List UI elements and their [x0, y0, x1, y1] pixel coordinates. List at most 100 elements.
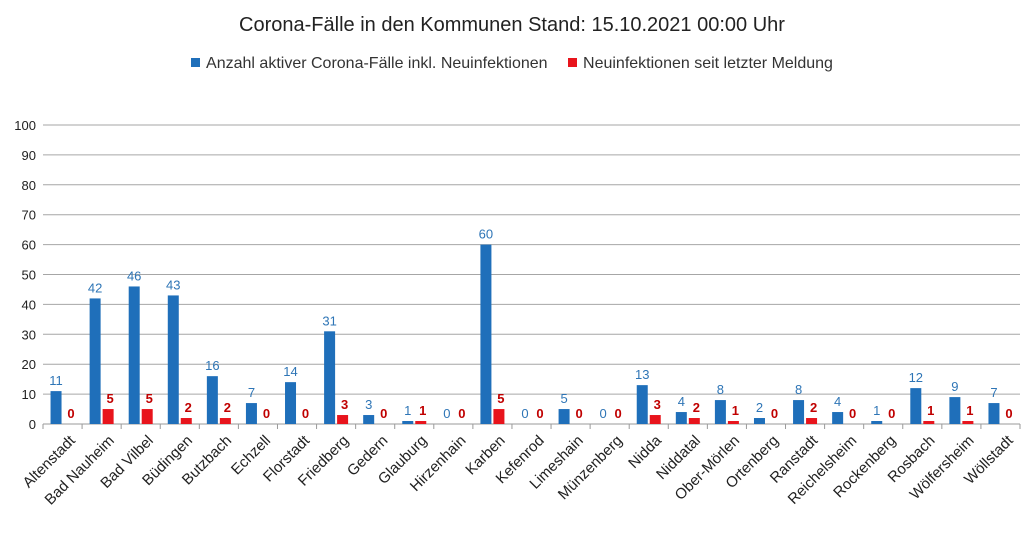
data-label-active: 1 — [404, 403, 411, 418]
bar-new — [727, 421, 739, 424]
data-label-new: 1 — [966, 403, 973, 418]
bar-active — [558, 409, 570, 424]
legend-swatch-active — [191, 58, 201, 67]
data-label-active: 60 — [479, 227, 493, 242]
y-tick-label: 70 — [22, 208, 36, 223]
y-tick-label: 10 — [22, 387, 36, 402]
bar-active — [89, 298, 101, 424]
data-label-new: 0 — [536, 406, 543, 421]
data-label-new: 0 — [1005, 406, 1012, 421]
data-label-active: 7 — [248, 385, 255, 400]
data-label-active: 4 — [678, 394, 685, 409]
bar-active — [793, 400, 805, 424]
bar-active — [714, 400, 726, 424]
data-label-active: 3 — [365, 397, 372, 412]
y-tick-label: 20 — [22, 357, 36, 372]
legend: Anzahl aktiver Corona-Fälle inkl. Neuinf… — [0, 55, 1024, 73]
data-label-active: 9 — [951, 379, 958, 394]
data-label-new: 1 — [732, 403, 739, 418]
data-label-active: 31 — [322, 313, 336, 328]
bar-active — [480, 244, 492, 424]
bar-new — [493, 409, 505, 424]
y-tick-label: 40 — [22, 297, 36, 312]
data-label-new: 2 — [810, 400, 817, 415]
data-label-active: 1 — [873, 403, 880, 418]
data-label-active: 13 — [635, 367, 649, 382]
y-tick-label: 30 — [22, 327, 36, 342]
legend-item-new: Neuinfektionen seit letzter Meldung — [568, 55, 833, 73]
bar-active — [285, 382, 297, 424]
y-tick-label: 60 — [22, 238, 36, 253]
data-label-active: 5 — [560, 391, 567, 406]
data-label-active: 12 — [909, 370, 923, 385]
y-tick-label: 80 — [22, 178, 36, 193]
bar-active — [167, 295, 179, 424]
bar-active — [50, 391, 62, 424]
data-label-new: 0 — [263, 406, 270, 421]
data-label-new: 0 — [575, 406, 582, 421]
data-label-new: 0 — [458, 406, 465, 421]
data-label-new: 1 — [419, 403, 426, 418]
data-label-new: 2 — [224, 400, 231, 415]
bar-new — [337, 415, 349, 424]
legend-swatch-new — [568, 58, 578, 67]
data-label-active: 0 — [521, 406, 528, 421]
bar-active — [675, 412, 687, 424]
bar-active — [871, 421, 883, 424]
data-label-active: 46 — [127, 268, 141, 283]
legend-item-active: Anzahl aktiver Corona-Fälle inkl. Neuinf… — [191, 55, 548, 73]
data-label-active: 4 — [834, 394, 841, 409]
bar-new — [219, 418, 231, 424]
data-label-active: 8 — [795, 382, 802, 397]
bar-active — [128, 286, 140, 424]
y-tick-label: 90 — [22, 148, 36, 163]
bar-active — [206, 376, 218, 424]
bar-active — [949, 397, 961, 424]
data-label-active: 16 — [205, 358, 219, 373]
data-label-active: 42 — [88, 280, 102, 295]
bar-active — [245, 403, 257, 424]
data-label-new: 3 — [654, 397, 661, 412]
chart-title: Corona-Fälle in den Kommunen Stand: 15.1… — [239, 14, 785, 36]
legend-label-new: Neuinfektionen seit letzter Meldung — [583, 55, 833, 72]
data-label-new: 1 — [927, 403, 934, 418]
data-label-new: 3 — [341, 397, 348, 412]
data-label-new: 0 — [615, 406, 622, 421]
data-label-new: 5 — [107, 391, 114, 406]
data-label-active: 43 — [166, 277, 180, 292]
bar-active — [363, 415, 375, 424]
bar-new — [688, 418, 700, 424]
data-label-active: 11 — [49, 373, 63, 388]
bar-active — [324, 331, 336, 424]
bar-new — [806, 418, 818, 424]
data-label-active: 0 — [600, 406, 607, 421]
bar-active — [988, 403, 1000, 424]
bar-active — [832, 412, 844, 424]
data-label-new: 0 — [849, 406, 856, 421]
bar-new — [962, 421, 974, 424]
data-label-new: 2 — [693, 400, 700, 415]
bar-active — [753, 418, 765, 424]
data-label-new: 2 — [185, 400, 192, 415]
data-label-new: 0 — [302, 406, 309, 421]
bar-new — [415, 421, 427, 424]
bar-new — [102, 409, 114, 424]
data-label-new: 0 — [771, 406, 778, 421]
data-label-new: 5 — [497, 391, 504, 406]
y-tick-label: 100 — [14, 118, 36, 133]
bar-new — [141, 409, 153, 424]
bar-active — [910, 388, 922, 424]
legend-label-active: Anzahl aktiver Corona-Fälle inkl. Neuinf… — [206, 55, 548, 72]
data-label-active: 14 — [283, 364, 297, 379]
bar-active — [402, 421, 414, 424]
bar-new — [180, 418, 192, 424]
data-label-active: 0 — [443, 406, 450, 421]
y-tick-label: 0 — [29, 417, 36, 432]
bar-active — [636, 385, 648, 424]
data-label-active: 7 — [990, 385, 997, 400]
bar-new — [923, 421, 935, 424]
bar-new — [649, 415, 661, 424]
data-label-new: 0 — [67, 406, 74, 421]
data-label-active: 8 — [717, 382, 724, 397]
